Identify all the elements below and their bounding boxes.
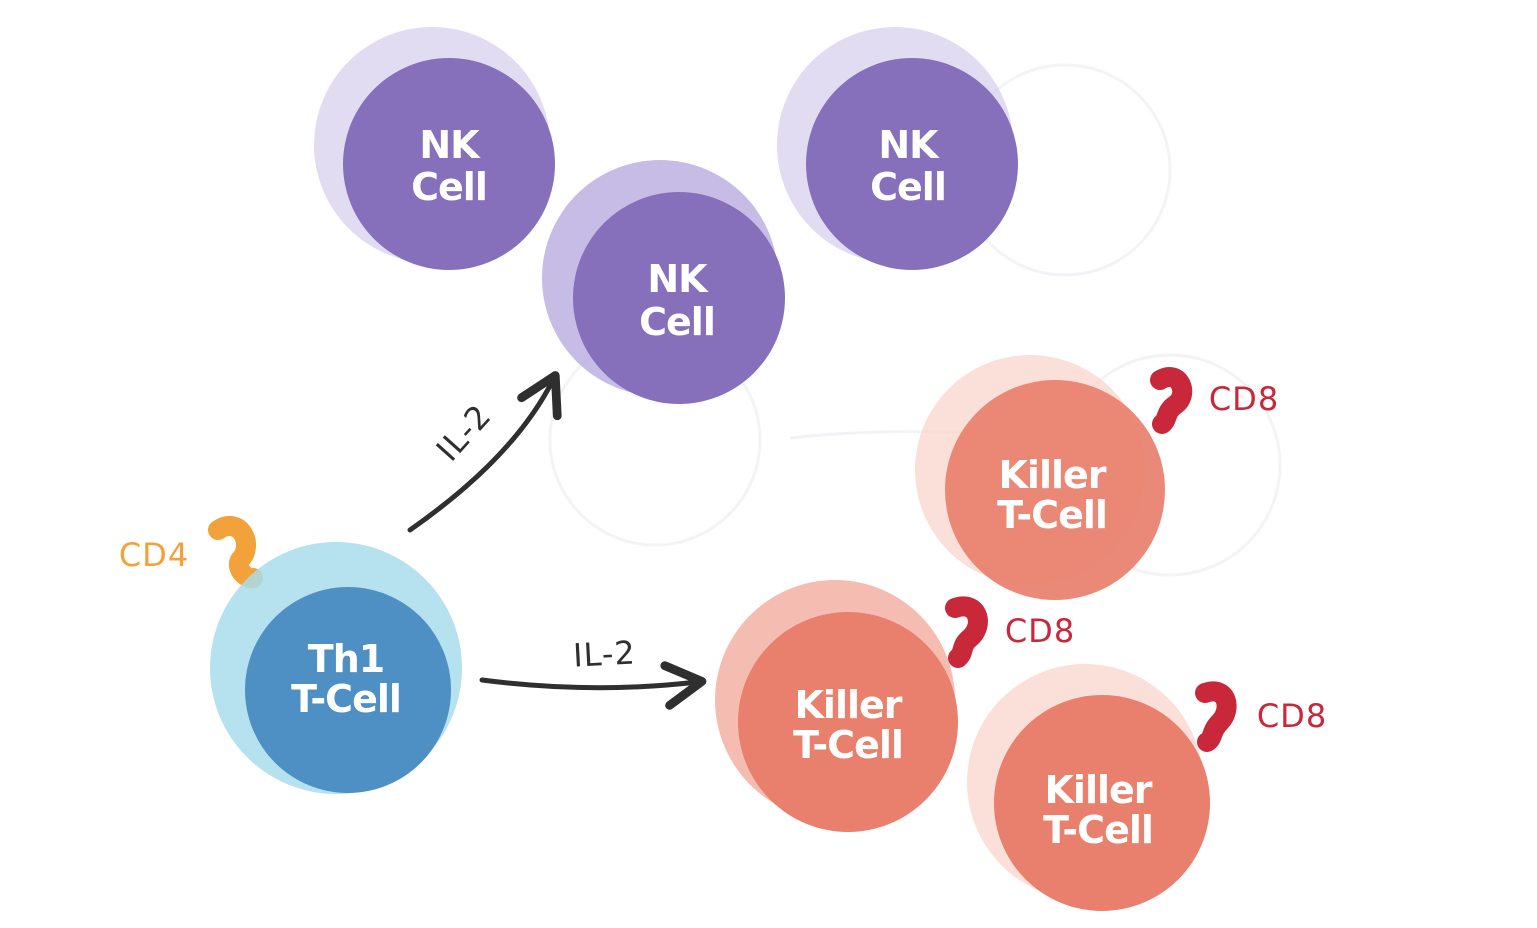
nk-cell-body — [343, 58, 555, 270]
killer-t-cell: CD8 Killer T-Cell — [715, 580, 1075, 832]
nk-cell-body — [806, 58, 1018, 270]
killer-cell-body — [994, 695, 1210, 911]
nk-cell-label-line2: Cell — [639, 300, 715, 344]
arrow-to-nk: IL-2 — [407, 371, 562, 533]
th1-cell-label-line2: T-Cell — [291, 677, 401, 721]
nk-cell: NK Cell — [314, 27, 555, 270]
killer-cell-body — [945, 380, 1165, 600]
th1-cell-body — [245, 587, 451, 793]
nk-cell: NK Cell — [777, 27, 1018, 270]
killer-cell-label-line2: T-Cell — [1043, 808, 1153, 852]
cd8-label: CD8 — [1209, 380, 1279, 418]
killer-t-cell: CD8 Killer T-Cell — [915, 355, 1279, 600]
killer-t-cell: CD8 Killer T-Cell — [967, 664, 1327, 911]
killer-cell-label-line2: T-Cell — [997, 493, 1107, 537]
nk-cell-label-line2: Cell — [411, 165, 487, 209]
cd4-receptor — [208, 516, 263, 589]
nk-cell-label-line1: NK — [419, 123, 481, 167]
cd8-receptor — [1195, 681, 1237, 752]
th1-t-cell: CD4 Th1 T-Cell — [119, 516, 462, 794]
killer-cell-label-line1: Killer — [1044, 768, 1152, 812]
killer-cell-label-line1: Killer — [794, 683, 902, 727]
nk-cell-label-line1: NK — [878, 123, 940, 167]
arrow-to-nk-label: IL-2 — [429, 397, 499, 469]
killer-cell-label-line1: Killer — [998, 453, 1106, 497]
nk-cell-label-line1: NK — [647, 257, 709, 301]
arrow-to-killer-label: IL-2 — [572, 633, 637, 674]
cd4-label: CD4 — [119, 536, 189, 574]
cd8-label: CD8 — [1257, 697, 1327, 735]
nk-cell-body — [573, 192, 785, 404]
arrow-to-killer: IL-2 — [479, 633, 707, 710]
killer-cell-body — [738, 612, 958, 832]
cd8-receptor — [945, 596, 988, 668]
cd8-label: CD8 — [1005, 612, 1075, 650]
cd8-receptor — [1150, 367, 1193, 434]
nk-cell-label-line2: Cell — [870, 165, 946, 209]
killer-cell-label-line2: T-Cell — [793, 723, 903, 767]
nk-cell: NK Cell — [542, 160, 785, 404]
th1-cell-label-line1: Th1 — [308, 637, 384, 681]
